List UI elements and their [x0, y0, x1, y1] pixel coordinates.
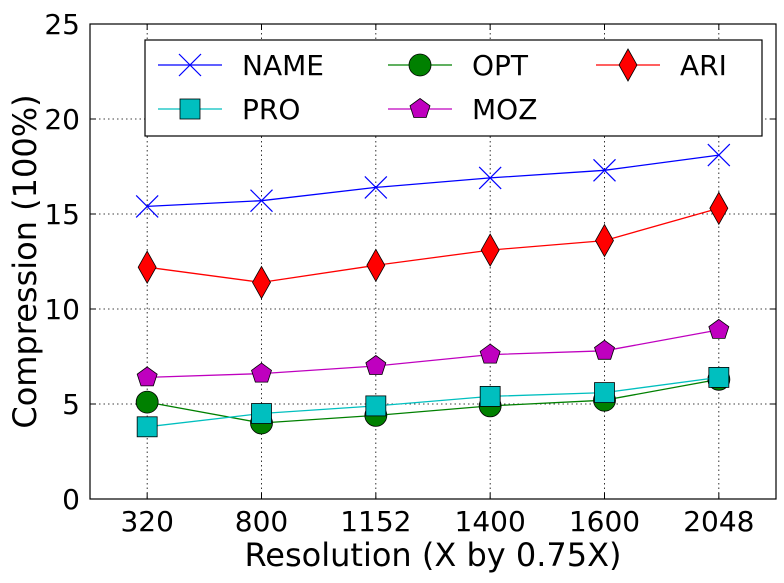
series-pro	[136, 366, 730, 438]
x-tick-label: 1600	[569, 505, 640, 538]
data-point-moz	[594, 339, 615, 360]
data-point-moz	[708, 318, 730, 339]
x-tick-label: 2048	[683, 505, 754, 538]
series-line-moz	[147, 329, 719, 379]
legend-label-pro: PRO	[242, 93, 300, 126]
ticks-layer: 0 5 10 15 20 25 320 800 1152 1400 1600 2048	[44, 8, 776, 538]
legend-marker-ari	[618, 48, 638, 82]
y-axis-title: Compression (100%)	[6, 94, 44, 428]
legend-marker-pro	[179, 98, 201, 120]
x-tick-label: 1400	[455, 505, 526, 538]
legend-entry-ari: ARI	[596, 48, 727, 82]
y-tick-label: 5	[62, 388, 80, 421]
legend-label-ari: ARI	[680, 49, 727, 82]
series-line-opt	[147, 378, 719, 424]
marker-stroke	[707, 143, 731, 167]
data-point-moz	[365, 355, 387, 375]
legend-entry-moz: MOZ	[388, 93, 537, 126]
legend-marker-name	[178, 53, 202, 77]
marker-stroke	[593, 158, 616, 182]
y-tick-label: 20	[44, 103, 80, 136]
marker-stroke	[135, 194, 159, 218]
series-moz	[136, 318, 730, 387]
data-point-moz	[479, 343, 501, 364]
legend-label-name: NAME	[242, 49, 324, 82]
y-tick-label: 10	[44, 293, 80, 326]
data-point-name	[478, 166, 502, 190]
data-point-opt	[135, 390, 159, 414]
data-point-ari	[366, 248, 386, 283]
series-line-ari	[147, 207, 720, 284]
data-point-moz	[136, 366, 158, 387]
data-point-ari	[252, 265, 271, 300]
series-layer	[135, 143, 731, 438]
marker-stroke	[250, 189, 273, 213]
data-point-pro	[136, 416, 158, 438]
legend-entry-name: NAME	[158, 49, 324, 82]
legend-box	[144, 39, 763, 137]
data-point-pro	[708, 366, 730, 388]
marker-stroke	[178, 53, 202, 77]
data-point-ari	[709, 191, 729, 226]
data-point-moz	[251, 362, 272, 383]
marker-stroke	[478, 166, 502, 190]
legend-label-moz: MOZ	[472, 93, 537, 126]
series-name	[135, 143, 731, 218]
data-point-ari	[480, 233, 500, 267]
x-tick-label: 1152	[340, 505, 411, 538]
data-point-pro	[251, 403, 272, 424]
data-point-pro	[479, 385, 501, 407]
legend: NAME OPT ARI PRO MOZ	[144, 39, 763, 137]
marker-stroke	[364, 175, 388, 199]
data-point-ari	[595, 223, 614, 258]
legend-entry-opt: OPT	[388, 49, 529, 82]
x-tick-label: 800	[235, 505, 288, 538]
data-point-name	[364, 175, 388, 199]
data-point-name	[593, 158, 616, 182]
series-line-pro	[147, 376, 719, 428]
x-axis-title: Resolution (X by 0.75X)	[244, 536, 621, 574]
plot-frame	[89, 23, 777, 500]
y-tick-label: 0	[62, 483, 80, 516]
data-point-ari	[137, 250, 157, 285]
x-tick-label: 320	[120, 505, 173, 538]
legend-marker-opt	[408, 53, 432, 77]
data-point-pro	[594, 382, 615, 404]
legend-label-opt: OPT	[472, 49, 529, 82]
data-point-name	[707, 143, 731, 167]
data-point-name	[135, 194, 159, 218]
series-line-name	[147, 154, 719, 208]
legend-marker-moz	[409, 98, 431, 118]
data-point-pro	[365, 395, 387, 417]
data-point-name	[250, 189, 273, 213]
series-ari	[137, 191, 729, 300]
y-tick-label: 15	[44, 198, 80, 231]
y-tick-label: 25	[44, 8, 80, 41]
legend-entry-pro: PRO	[158, 93, 300, 126]
